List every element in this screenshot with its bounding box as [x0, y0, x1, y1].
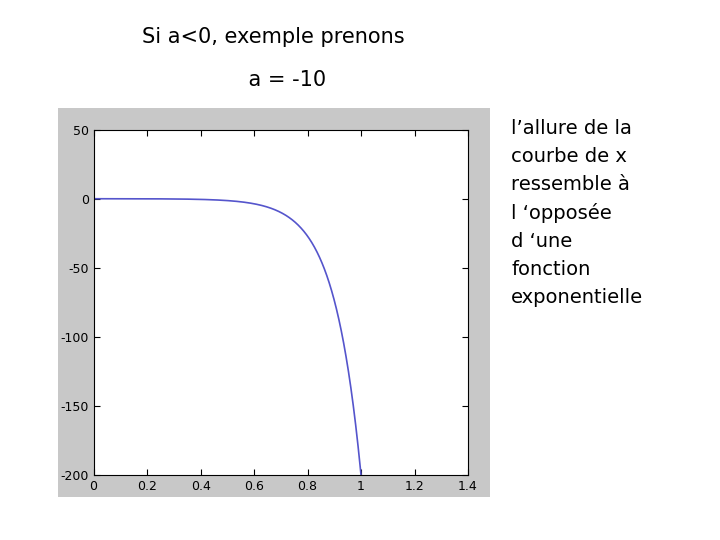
Text: l’allure de la
courbe de x
ressemble à
l ‘opposée
d ‘une
fonction
exponentielle: l’allure de la courbe de x ressemble à l… — [511, 119, 644, 307]
Text: a = -10: a = -10 — [222, 70, 325, 90]
Text: Si a<0, exemple prenons: Si a<0, exemple prenons — [143, 27, 405, 47]
